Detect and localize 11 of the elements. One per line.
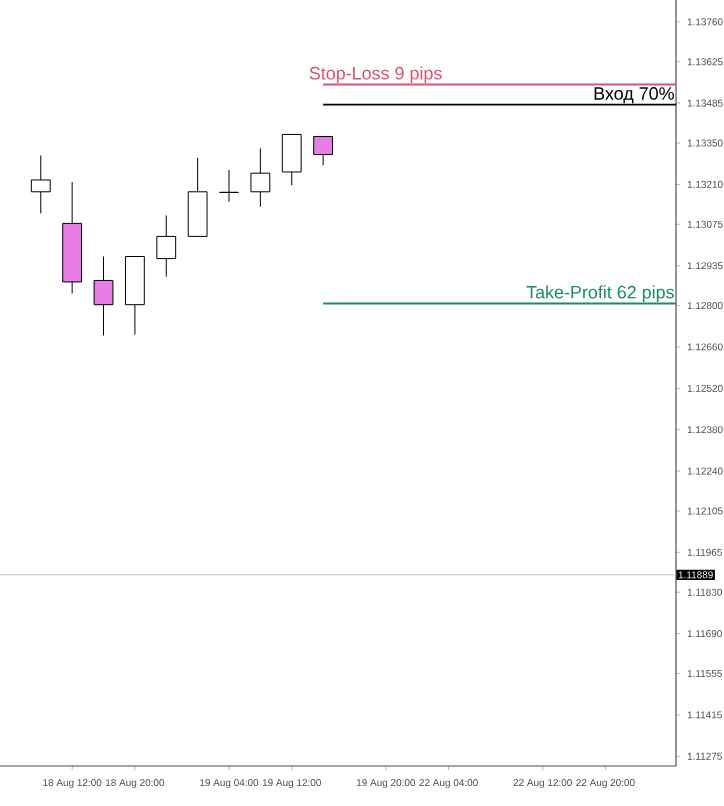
ref-line-label: Take-Profit 62 pips — [526, 285, 674, 303]
candlestick — [156, 214, 177, 278]
candlestick — [250, 147, 271, 208]
candlestick — [281, 133, 302, 186]
ref-line-label: Вход 70% — [594, 87, 674, 104]
candlestick — [187, 157, 208, 237]
candlestick — [30, 154, 51, 214]
ref-line-label: Stop-Loss 9 pips — [309, 66, 442, 84]
candlestick — [219, 169, 239, 203]
candlestick — [313, 136, 334, 166]
candlestick — [93, 256, 114, 336]
